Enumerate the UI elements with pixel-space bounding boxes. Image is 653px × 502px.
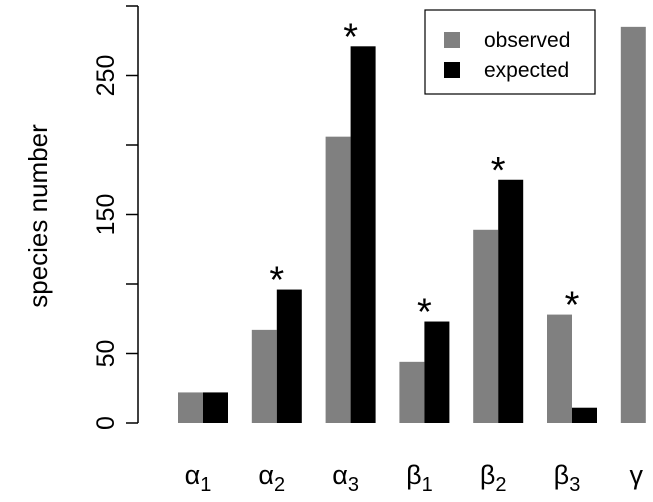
legend-swatch-observed [444, 32, 460, 48]
x-tick-labels: α1 α2 α3 β1 β2 β3 γ [185, 460, 644, 496]
significance-asterisk: * [417, 292, 432, 334]
x-tick-label: β2 [480, 460, 507, 496]
x-tick-label: α3 [332, 460, 359, 496]
legend-label-observed: observed [484, 29, 570, 52]
legend-label-expected: expected [484, 59, 569, 82]
significance-asterisk: * [565, 285, 580, 327]
bar-expected-3 [350, 46, 376, 424]
significance-asterisk: * [269, 260, 284, 302]
bar-expected-6 [572, 407, 597, 423]
bar-observed-2 [251, 329, 277, 423]
y-tick-label: 150 [92, 194, 120, 236]
x-tick-label: α2 [258, 460, 285, 496]
bar-observed-7 [620, 26, 646, 423]
legend-swatch-expected [444, 62, 460, 78]
legend-box [424, 9, 596, 95]
x-tick-label: β1 [406, 460, 433, 496]
bar-observed-5 [473, 229, 499, 423]
bar-observed-3 [325, 136, 351, 423]
bar-expected-4 [424, 321, 450, 423]
bars-group [178, 26, 646, 424]
significance-asterisk: * [343, 16, 358, 58]
y-tick-label: 50 [92, 340, 120, 368]
x-tick-label: α1 [185, 460, 212, 496]
legend: observed expected [424, 9, 596, 95]
bar-observed-1 [178, 392, 203, 423]
bar-expected-2 [276, 289, 302, 423]
significance-markers: * * * * * [269, 16, 579, 333]
y-tick-label: 0 [92, 416, 120, 430]
x-tick-label: β3 [554, 460, 581, 496]
bar-observed-4 [399, 361, 425, 423]
y-axis-label: species number [23, 124, 53, 308]
bar-expected-1 [203, 392, 228, 423]
bar-expected-5 [498, 179, 524, 423]
bar-observed-6 [547, 314, 572, 423]
x-tick-label: γ [630, 460, 644, 490]
y-axis: 0 50 150 250 [92, 5, 139, 430]
y-tick-label: 250 [92, 55, 120, 97]
significance-asterisk: * [491, 150, 506, 192]
